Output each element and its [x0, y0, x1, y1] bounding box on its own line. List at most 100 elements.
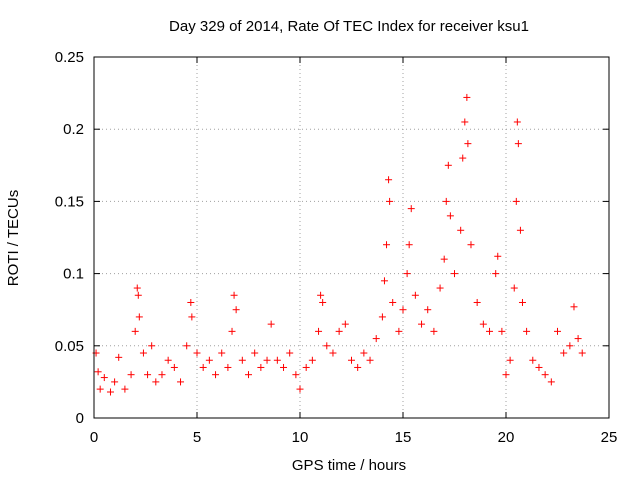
data-point	[554, 327, 561, 335]
data-point	[134, 291, 142, 299]
data-point	[523, 327, 531, 335]
data-point	[498, 327, 506, 335]
data-point	[516, 226, 524, 234]
x-tick-label: 0	[90, 429, 98, 446]
data-point	[383, 241, 391, 249]
data-point	[440, 255, 448, 263]
data-point	[380, 277, 388, 285]
data-point	[144, 371, 152, 379]
data-point	[187, 298, 195, 306]
data-point	[444, 161, 452, 169]
data-point	[411, 291, 419, 299]
data-point	[395, 327, 403, 335]
data-point	[372, 335, 380, 343]
data-point	[251, 349, 259, 357]
data-point	[238, 356, 246, 364]
data-point	[403, 270, 411, 278]
x-tick-label: 10	[292, 429, 309, 446]
y-tick-label: 0.15	[55, 193, 84, 210]
data-point	[139, 349, 147, 357]
data-point	[135, 313, 143, 321]
data-point	[121, 385, 129, 393]
data-point	[94, 368, 102, 376]
data-point	[152, 378, 160, 386]
x-tick-label: 5	[193, 429, 201, 446]
data-point	[366, 356, 374, 364]
x-axis-label: GPS time / hours	[292, 457, 406, 474]
data-point	[96, 385, 104, 393]
data-point	[461, 118, 469, 126]
data-point	[386, 197, 394, 205]
axis-ticks	[93, 56, 610, 419]
data-point	[131, 327, 139, 335]
data-point	[335, 327, 343, 335]
data-point	[574, 335, 582, 343]
data-point	[518, 298, 526, 306]
chart-title: Day 329 of 2014, Rate Of TEC Index for r…	[169, 18, 529, 35]
x-tick-label: 25	[601, 429, 618, 446]
data-point	[459, 154, 467, 162]
data-point	[436, 284, 444, 292]
data-point	[164, 356, 172, 364]
data-point	[547, 378, 555, 386]
data-point	[512, 197, 520, 205]
data-point	[513, 118, 521, 126]
data-point	[492, 270, 500, 278]
grid	[94, 57, 609, 418]
data-point	[473, 298, 481, 306]
data-point	[115, 353, 123, 361]
data-point	[430, 327, 438, 335]
data-point	[506, 356, 514, 364]
data-point	[263, 356, 271, 364]
data-point	[218, 349, 226, 357]
data-point	[292, 371, 300, 379]
data-point	[170, 363, 178, 371]
data-point	[232, 306, 240, 314]
data-point	[296, 385, 304, 393]
data-point	[467, 241, 475, 249]
data-point	[257, 363, 265, 371]
data-point	[510, 284, 518, 292]
data-point	[514, 140, 522, 148]
y-tick-label: 0.2	[63, 121, 84, 138]
data-point	[329, 349, 337, 357]
data-point	[267, 320, 275, 328]
data-point	[228, 327, 236, 335]
y-axis-label: ROTI / TECUs	[5, 190, 22, 286]
data-point	[385, 176, 393, 184]
y-tick-label: 0.25	[55, 49, 84, 66]
data-point	[541, 371, 549, 379]
y-tick-label: 0	[76, 410, 84, 427]
data-point	[317, 291, 325, 299]
data-point	[302, 363, 310, 371]
data-point	[230, 291, 238, 299]
data-point	[205, 356, 213, 364]
data-point	[399, 306, 407, 314]
data-point	[188, 313, 196, 321]
data-point	[424, 306, 432, 314]
data-point	[535, 363, 543, 371]
data-point	[323, 342, 331, 350]
data-point	[529, 356, 537, 364]
data-point	[286, 349, 294, 357]
data-point	[405, 241, 413, 249]
data-point	[315, 327, 323, 335]
data-point	[273, 356, 281, 364]
data-point	[494, 252, 502, 260]
data-point	[502, 371, 510, 379]
data-point	[479, 320, 487, 328]
plot-frame	[93, 56, 610, 419]
data-point	[106, 388, 114, 396]
data-point	[463, 93, 471, 101]
data-point	[158, 371, 166, 379]
data-point	[183, 342, 191, 350]
data-point	[177, 378, 185, 386]
data-point	[100, 374, 108, 382]
data-point	[578, 349, 586, 357]
data-point	[348, 356, 355, 364]
data-point	[341, 320, 349, 328]
data-point	[486, 327, 494, 335]
data-point	[245, 371, 252, 379]
x-tick-label: 15	[395, 429, 412, 446]
